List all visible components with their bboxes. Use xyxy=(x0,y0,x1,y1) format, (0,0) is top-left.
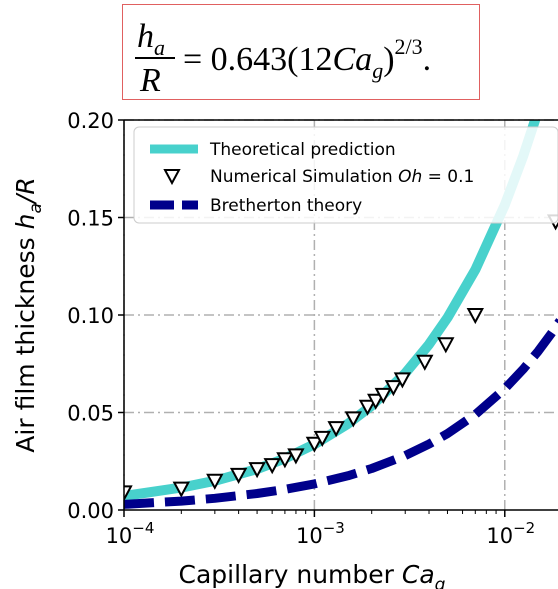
axes: 0.00 0.05 0.10 0.15 0.20 10−4 10−3 10−2 xyxy=(67,109,558,548)
legend-label-theoretical: Theoretical prediction xyxy=(209,140,396,160)
formula-rhs: = 0.643(12Cag)2/3. xyxy=(183,34,431,83)
simulation-point xyxy=(263,458,281,475)
simulation-point xyxy=(437,337,455,354)
simulation-point xyxy=(367,393,385,410)
simulation-point xyxy=(416,354,434,371)
simulation-point xyxy=(393,372,412,389)
simulation-point xyxy=(384,380,403,397)
legend-label-simulation: Numerical Simulation Oh = 0.1 xyxy=(210,167,474,187)
formula-lhs-numerator: ha xyxy=(137,18,165,60)
y-tick-label: 0.15 xyxy=(67,207,114,231)
simulation-point xyxy=(344,411,362,428)
simulation-point xyxy=(276,452,294,469)
simulation-point xyxy=(172,481,190,498)
x-tick-label: 10−3 xyxy=(296,519,345,548)
simulation-point xyxy=(374,387,392,405)
legend-label-bretherton: Bretherton theory xyxy=(210,196,362,216)
simulation-point xyxy=(466,308,484,325)
simulation-point xyxy=(327,421,345,438)
simulation-point xyxy=(305,436,324,453)
simulation-point xyxy=(358,399,377,416)
x-tick-label: 10−2 xyxy=(486,519,535,548)
x-tick-label: 10−4 xyxy=(106,519,155,548)
legend-frame xyxy=(133,126,558,224)
formula-lhs-denominator: R xyxy=(139,62,161,99)
y-axis-label: Air film thickness ha/R xyxy=(11,177,46,452)
simulation-point xyxy=(248,462,266,479)
y-tick-label: 0.05 xyxy=(67,402,114,426)
simulation-point xyxy=(287,448,305,465)
simulation-point xyxy=(124,485,133,502)
formula-box: ha R = 0.643(12Cag)2/3. xyxy=(122,4,480,100)
y-tick-label: 0.10 xyxy=(67,304,114,328)
x-axis-label: Capillary number Cag xyxy=(179,560,446,589)
legend-swatch-simulation xyxy=(163,169,181,186)
simulation-point xyxy=(229,467,248,485)
simulation-point xyxy=(206,473,224,490)
series-area xyxy=(124,120,558,509)
formula-svg: ha R = 0.643(12Cag)2/3. xyxy=(135,18,431,99)
y-tick-label: 0.00 xyxy=(67,499,114,523)
y-tick-label: 0.20 xyxy=(67,109,114,133)
simulation-point xyxy=(313,430,331,448)
legend: Theoretical prediction Numerical Simulat… xyxy=(133,126,558,224)
